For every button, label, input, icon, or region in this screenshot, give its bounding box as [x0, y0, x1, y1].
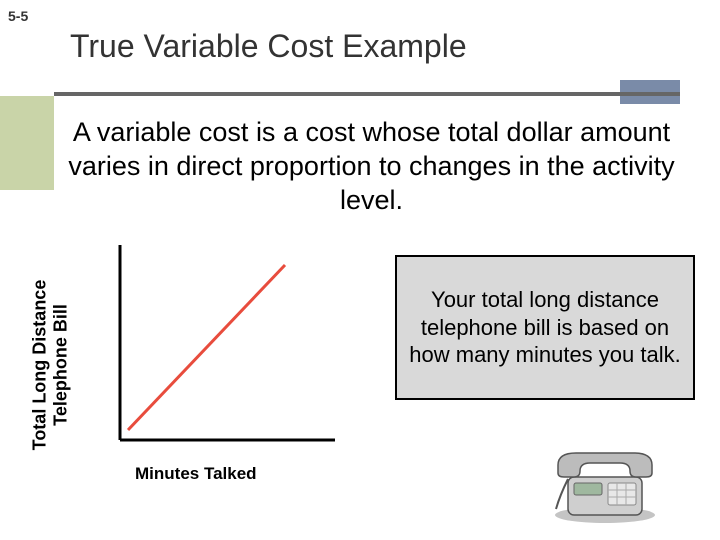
chart-svg — [110, 240, 340, 450]
slide-title: True Variable Cost Example — [70, 28, 467, 65]
body-text: A variable cost is a cost whose total do… — [64, 116, 679, 217]
callout-box: Your total long distance telephone bill … — [395, 255, 695, 400]
left-decorative-stripe — [0, 96, 54, 190]
title-underline — [54, 92, 680, 96]
x-axis-label: Minutes Talked — [135, 464, 257, 484]
slide-number: 5-5 — [8, 8, 28, 24]
callout-text: Your total long distance telephone bill … — [407, 286, 683, 369]
telephone-icon — [550, 445, 660, 525]
variable-cost-chart: Total Long Distance Telephone Bill Minut… — [55, 240, 355, 490]
y-axis-label: Total Long Distance Telephone Bill — [29, 280, 70, 451]
